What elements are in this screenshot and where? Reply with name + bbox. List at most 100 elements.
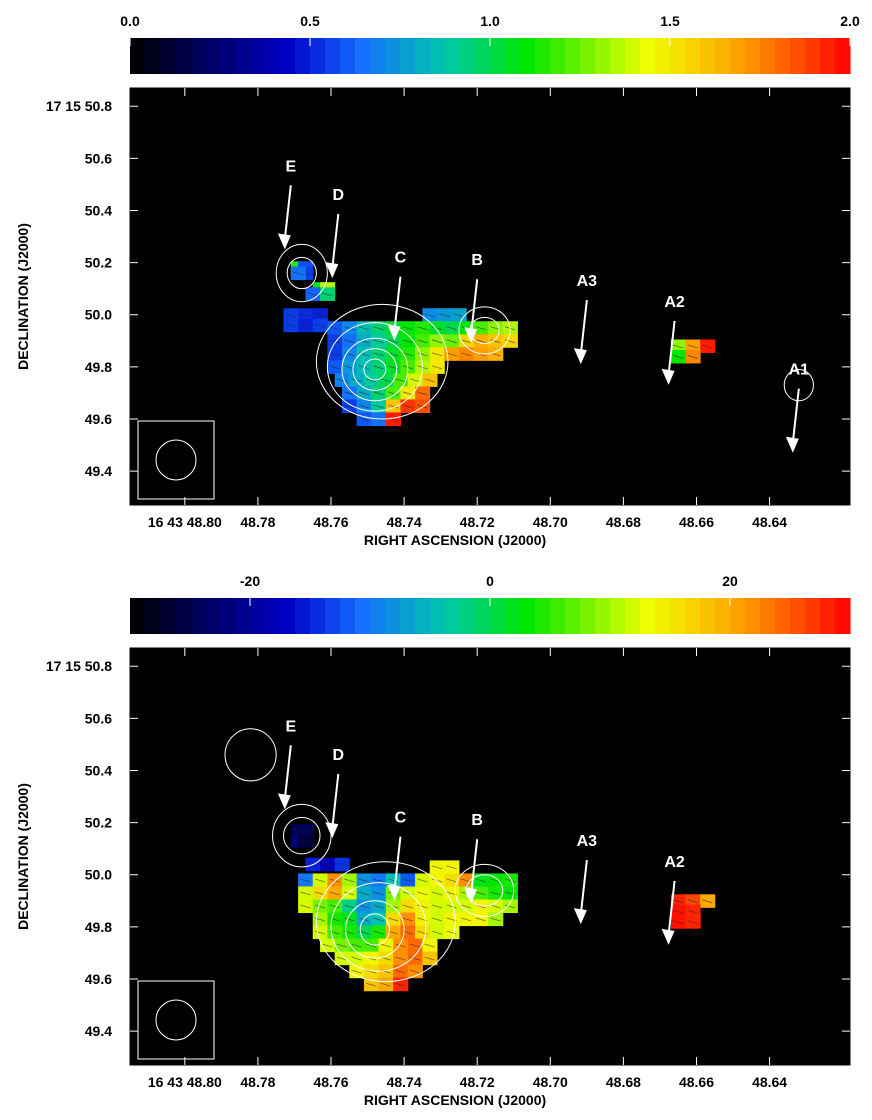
y-tick-label: 49.8 [85,919,112,935]
contour-line [315,861,456,983]
x-tick-label: 16 43 48.80 [148,514,222,530]
polarization-vector [344,878,355,883]
polarization-vector [409,378,421,383]
polarization-vector [673,344,684,349]
source-arrow [667,320,676,376]
colorbar-step [415,38,431,74]
polarization-vector [344,891,355,896]
colorbar-step [325,598,341,634]
colorbar-step [385,38,401,74]
colorbar-step [835,38,851,74]
polarization-vector [417,339,428,344]
polarization-vector [402,339,413,344]
colorbar-step [370,38,386,74]
polarization-vector [417,404,428,409]
polarization-vector [373,326,384,331]
colorbar-step [445,598,461,634]
polarization-vector [344,404,355,409]
y-tick-label: 49.6 [85,971,112,987]
colorbar-step [625,598,641,634]
polarization-vector [402,326,413,331]
contour-line [224,728,277,782]
polarization-vector [475,878,486,883]
polarization-vector [300,904,311,909]
y-tick-label: 50.0 [85,867,112,883]
colorbar-step [175,38,191,74]
source-label: C [395,250,407,267]
polarization-vector [366,943,377,948]
colorbar-step [370,598,386,634]
colorbar-step [580,598,596,634]
beam-box [137,980,215,1060]
plot-frame [129,647,851,1066]
polarization-vector [687,344,698,349]
contours [224,728,515,983]
colorbar-tick-label: 0.5 [300,13,320,29]
polarization-vector [293,271,304,276]
y-tick-label: 49.6 [85,411,112,427]
beam-ellipse [155,999,197,1041]
colorbar-step [385,598,401,634]
polarization-vector [395,982,406,987]
colorbar-step [310,38,326,74]
axis-ticks: 16 43 48.80 48.78 48.76 48.74 48.72 48.70 48.6… [46,88,850,530]
polarization-vector [395,956,406,961]
colorbar-step [145,598,161,634]
polarization-vector [358,339,370,344]
colorbar-step [235,38,251,74]
source-label: C [395,810,407,827]
polarization-vector [504,904,516,909]
polarization-vector [351,943,362,948]
polarization-vector [344,917,355,922]
polarization-vector [314,313,326,318]
source-arrowhead [277,793,291,810]
polarization-vector [461,917,472,922]
polarization-vector [417,891,428,896]
colorbar-step [430,38,446,74]
colorbar-step [310,598,326,634]
contour-line [341,337,409,402]
y-axis-label: DECLINATION (J2000) [15,223,31,370]
colorbar-step [715,38,731,74]
polarization-vector [329,326,340,331]
polarization-vector [461,904,472,909]
plot-background [130,648,850,1065]
contours [275,243,814,420]
colorbar-step [475,38,491,74]
polarization-vector [366,378,377,383]
colorbar-step [295,598,311,634]
polarization-vector [446,352,457,357]
y-tick-label: 50.0 [85,307,112,323]
x-tick-label: 48.76 [313,514,348,530]
polarization-vector [373,365,384,370]
source-label: D [333,747,345,764]
y-tick-label: 49.8 [85,359,112,375]
polarization-vector [314,878,326,883]
colorbar-step [265,598,281,634]
colorbar-step [775,38,791,74]
source-label: D [333,187,345,204]
x-tick-label: 16 43 48.80 [148,1074,222,1090]
colorbar-step [805,38,821,74]
colorbar-step [160,38,176,74]
colorbar-step [505,598,521,634]
colorbar-step [580,38,596,74]
polarization-vector [424,378,435,383]
y-tick-label: 50.6 [85,710,112,726]
polarization-vector [687,920,698,925]
polarization-vector [373,391,384,396]
colorbar-step [430,598,446,634]
colorbar-step [790,38,806,74]
colorbar-step [355,598,371,634]
colorbar-step [565,598,581,634]
source-labels: E D C B A3 A2 A1 [277,158,809,453]
polarization-vector [687,909,698,914]
polarization-vector [351,969,362,974]
source-label: E [285,158,296,175]
polarization-vector [329,891,340,896]
x-tick-label: 48.78 [240,514,275,530]
x-tick-label: 48.72 [460,1074,495,1090]
colorbar-step [745,598,761,634]
source-arrow [470,279,479,334]
source-arrowhead [387,884,401,901]
